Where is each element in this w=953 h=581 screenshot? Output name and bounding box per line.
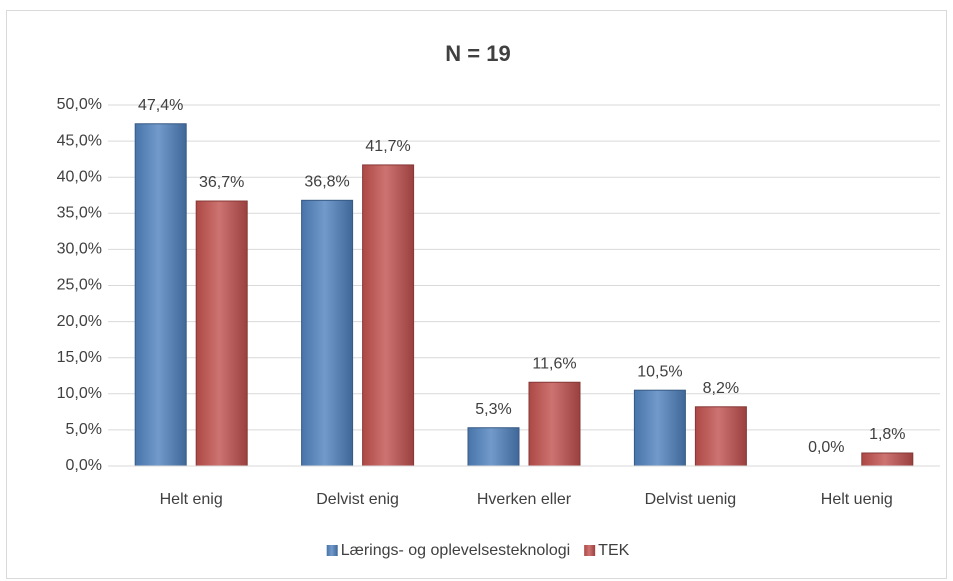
legend-label: Lærings- og oplevelsesteknologi <box>341 542 570 559</box>
legend-swatch <box>584 545 596 556</box>
x-tick-label: Helt uenig <box>821 491 893 508</box>
y-tick-label: 40,0% <box>57 168 102 185</box>
bar <box>861 452 914 467</box>
y-tick-label: 5,0% <box>66 421 102 438</box>
data-label: 10,5% <box>637 363 682 380</box>
data-label: 0,0% <box>808 439 844 456</box>
y-tick-label: 25,0% <box>57 277 102 294</box>
chart-title: N = 19 <box>445 41 510 66</box>
y-tick-label: 45,0% <box>57 132 102 149</box>
data-label: 36,7% <box>199 174 244 191</box>
data-label: 8,2% <box>703 380 739 397</box>
bar <box>528 381 581 467</box>
x-tick-label: Delvist enig <box>316 491 399 508</box>
legend-swatch <box>326 545 338 556</box>
y-tick-label: 0,0% <box>66 457 102 474</box>
bar <box>195 200 248 467</box>
y-tick-label: 50,0% <box>57 96 102 113</box>
data-label: 41,7% <box>365 138 410 155</box>
data-label: 5,3% <box>475 401 511 418</box>
y-tick-label: 20,0% <box>57 313 102 330</box>
x-tick-label: Hverken eller <box>477 491 572 508</box>
bar <box>633 389 686 467</box>
data-label: 11,6% <box>532 355 576 372</box>
bar <box>301 199 354 467</box>
bar <box>362 164 415 467</box>
x-tick-label: Helt enig <box>160 491 223 508</box>
bar <box>467 427 520 467</box>
data-label: 47,4% <box>138 97 183 114</box>
legend-label: TEK <box>598 542 629 559</box>
y-tick-label: 15,0% <box>57 349 102 366</box>
y-tick-label: 35,0% <box>57 205 102 222</box>
data-label: 36,8% <box>304 174 349 191</box>
y-tick-label: 10,0% <box>57 385 102 402</box>
data-label: 1,8% <box>869 426 905 443</box>
bar <box>134 123 187 467</box>
y-tick-label: 30,0% <box>57 241 102 258</box>
legend: Lærings- og oplevelsesteknologi TEK <box>326 542 630 559</box>
x-tick-label: Delvist uenig <box>645 491 737 508</box>
bar <box>694 406 747 467</box>
